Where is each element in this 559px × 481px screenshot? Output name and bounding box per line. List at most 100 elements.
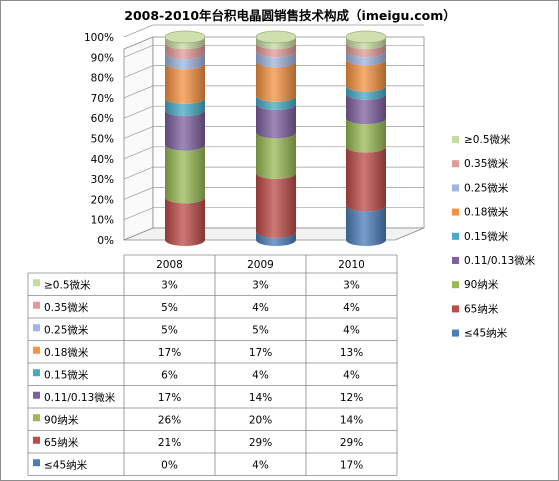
y-tick-label: 80% bbox=[91, 73, 114, 85]
table-legend-key bbox=[33, 414, 40, 422]
gridline bbox=[123, 166, 424, 180]
table-series-name: 90纳米 bbox=[44, 413, 79, 426]
legend-item: 0.11/0.13微米 bbox=[464, 254, 536, 267]
y-tick-label: 20% bbox=[91, 194, 114, 206]
y-tick-label: 50% bbox=[91, 134, 114, 146]
table-cell: 4% bbox=[252, 369, 269, 381]
table-legend-key bbox=[33, 346, 40, 354]
column-2008 bbox=[164, 30, 206, 246]
x-tick-label: 2009 bbox=[247, 259, 274, 271]
gridline bbox=[123, 44, 424, 58]
y-axis-ticks: 0% 10% 20% 30% 40% 50% 60% 70% 80% 90% 100% bbox=[84, 32, 114, 247]
table-cell: 21% bbox=[158, 437, 181, 449]
table-legend-key bbox=[33, 459, 40, 467]
table-cell: 6% bbox=[161, 369, 178, 381]
table-cell: 17% bbox=[158, 347, 181, 359]
legend-key bbox=[452, 208, 459, 216]
y-tick-label: 70% bbox=[91, 93, 114, 105]
bar-top-cap bbox=[164, 30, 206, 44]
legend-item: 0.25微米 bbox=[464, 181, 509, 194]
y-tick-label: 40% bbox=[91, 154, 114, 166]
table-series-name: 0.25微米 bbox=[44, 323, 89, 336]
bar-segment bbox=[346, 43, 386, 58]
bar-segment bbox=[256, 61, 296, 102]
bar-top-cap bbox=[345, 30, 387, 44]
bar-segment bbox=[165, 110, 205, 151]
x-tick-label: 2008 bbox=[156, 259, 183, 271]
legend-item: ≤45纳米 bbox=[464, 327, 508, 340]
table-cell: 20% bbox=[249, 414, 272, 426]
table-cell: 29% bbox=[340, 437, 363, 449]
bar-segment bbox=[346, 51, 386, 66]
table-cell: 17% bbox=[249, 347, 272, 359]
table-cell: 4% bbox=[252, 302, 269, 314]
table-cell: 5% bbox=[252, 324, 269, 336]
bar-top-cap bbox=[255, 30, 297, 44]
y-tick-label: 60% bbox=[91, 113, 114, 125]
bar-segment bbox=[165, 97, 205, 117]
legend-item: 0.15微米 bbox=[464, 230, 509, 243]
table-cell: 3% bbox=[161, 279, 178, 291]
bar-segment bbox=[165, 43, 205, 60]
bar-segment bbox=[256, 43, 296, 58]
legend-key bbox=[452, 305, 459, 313]
table-cell: 12% bbox=[340, 392, 363, 404]
table-cell: 5% bbox=[161, 324, 178, 336]
table-cell: 4% bbox=[343, 302, 360, 314]
bar-segment bbox=[256, 231, 296, 246]
gridline bbox=[123, 105, 424, 119]
table-cell: 29% bbox=[249, 437, 272, 449]
bar-segment bbox=[346, 85, 386, 100]
bar-segment bbox=[346, 118, 386, 153]
table-series-name: ≥0.5微米 bbox=[44, 278, 91, 291]
legend-item: 0.18微米 bbox=[464, 206, 509, 219]
table-series-name: ≤45纳米 bbox=[44, 458, 88, 471]
data-table: 2008 2009 2010 ≥0.5微米 3% 3% 3% 0.35微米 5% 4% 4% 0.25… bbox=[27, 254, 398, 476]
table-cell: 17% bbox=[340, 459, 363, 471]
legend-key bbox=[452, 329, 459, 337]
table-cell: 26% bbox=[158, 414, 181, 426]
bar-segment bbox=[165, 144, 205, 204]
table-legend-key bbox=[33, 391, 40, 399]
bar-segment bbox=[346, 93, 386, 125]
table-series-name: 65纳米 bbox=[44, 436, 79, 449]
table-cell: 14% bbox=[249, 392, 272, 404]
column-2009 bbox=[255, 30, 297, 246]
table-legend-key bbox=[33, 301, 40, 309]
legend-item: 65纳米 bbox=[464, 302, 499, 315]
bar-segment bbox=[256, 173, 296, 238]
gridline bbox=[123, 24, 424, 38]
bar-segment bbox=[165, 53, 205, 70]
table-series-name: 0.15微米 bbox=[44, 368, 89, 381]
table-series-name: 0.35微米 bbox=[44, 301, 89, 314]
table-legend-key bbox=[33, 369, 40, 377]
bar-segment bbox=[256, 103, 296, 139]
y-tick-label: 10% bbox=[91, 215, 114, 227]
bar-segment bbox=[346, 59, 386, 92]
legend-key bbox=[452, 232, 459, 240]
table-legend-key bbox=[33, 436, 40, 444]
gridline bbox=[123, 187, 424, 200]
bar-segment bbox=[346, 146, 386, 212]
table-cell: 13% bbox=[340, 347, 363, 359]
gridline bbox=[123, 65, 424, 78]
legend-key bbox=[452, 184, 459, 192]
gridline bbox=[123, 146, 424, 160]
bar-segment bbox=[256, 51, 296, 68]
y-tick-label: 30% bbox=[91, 174, 114, 186]
legend-item: 0.35微米 bbox=[464, 157, 509, 170]
y-tick-label: 90% bbox=[91, 52, 114, 64]
legend-key bbox=[452, 136, 459, 143]
gridline bbox=[123, 126, 424, 139]
table-cell: 17% bbox=[158, 392, 181, 404]
bar-segment bbox=[346, 205, 386, 246]
bar-series bbox=[164, 30, 387, 246]
legend-key bbox=[452, 257, 459, 264]
gridline bbox=[123, 207, 424, 221]
legend-item: 90纳米 bbox=[464, 278, 499, 291]
chart-title: 2008-2010年台积电晶圆销售技术构成（imeigu.com） bbox=[124, 8, 455, 23]
bar-segment bbox=[165, 63, 205, 104]
table-cell: 5% bbox=[161, 302, 178, 314]
table-cell: 4% bbox=[252, 459, 269, 471]
